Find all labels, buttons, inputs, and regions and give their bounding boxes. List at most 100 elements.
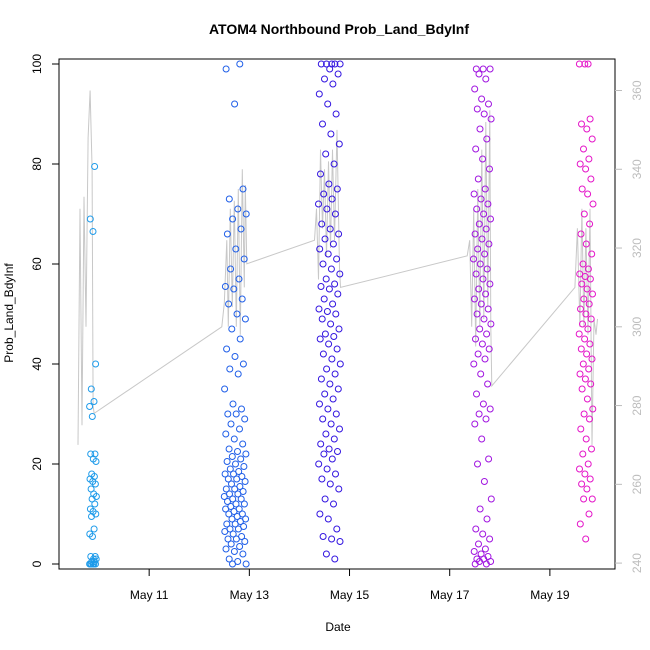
data-point-may13 [221,470,229,478]
data-point-may15 [330,435,338,443]
data-point-may15 [335,140,343,148]
data-point-may18 [473,390,480,398]
data-point-may10 [86,403,94,410]
data-point-may18 [475,220,483,228]
data-point-may18 [478,95,486,103]
data-point-may15 [322,550,330,558]
data-point-may20 [582,240,590,248]
data-point-may15 [333,185,341,193]
data-point-may10 [87,553,95,560]
data-point-may13 [237,455,245,463]
data-point-may18 [472,525,480,533]
data-point-may15 [331,280,339,288]
data-point-may20 [577,425,585,433]
data-point-may20 [579,260,587,268]
data-point-may18 [474,245,482,253]
data-point-may13 [240,255,248,263]
data-point-may18 [485,455,493,463]
data-point-may13 [238,533,246,540]
data-point-may13 [241,478,249,485]
data-point-may13 [235,468,243,475]
data-point-may13 [227,420,235,428]
y-tick-label: 100 [30,54,44,74]
data-point-may13 [229,400,237,408]
data-point-may18 [479,400,487,408]
data-point-may13 [223,458,231,465]
data-point-may15 [335,230,343,238]
data-point-may15 [328,535,336,543]
data-point-may15 [315,305,323,313]
data-point-may18 [486,535,494,543]
data-point-may15 [328,195,336,203]
data-point-may10 [86,530,94,538]
data-point-may15 [330,500,337,508]
data-point-may15 [320,190,328,198]
data-point-may20 [587,380,595,388]
line-layer [77,90,598,445]
data-point-may20 [588,445,595,453]
data-point-may13 [239,440,247,448]
data-point-may13 [236,425,243,433]
data-point-may20 [583,285,591,293]
data-point-may18 [471,85,479,93]
data-point-may15 [319,120,326,128]
data-point-may13 [235,275,243,283]
data-point-may13 [241,538,249,545]
data-point-may18 [475,410,483,418]
data-point-may20 [581,60,589,68]
data-point-may13 [230,435,238,443]
data-point-may18 [484,380,492,388]
data-point-may15 [322,430,330,438]
data-point-may18 [484,200,492,208]
data-point-may20 [580,145,587,153]
data-point-may15 [328,455,336,463]
data-point-may15 [321,330,329,338]
data-point-may20 [586,340,594,348]
data-point-may15 [317,170,324,178]
data-point-may13 [228,453,236,460]
data-point-may13 [222,430,230,438]
chart-title: ATOM4 Northbound Prob_Land_BdyInf [209,21,469,37]
data-point-may13 [238,295,246,303]
data-point-may20 [581,335,589,343]
data-point-may13 [242,450,250,458]
data-point-may13 [239,360,247,368]
data-point-may20 [584,265,592,273]
data-point-may13 [225,300,233,308]
data-point-may18 [485,240,493,248]
data-point-may18 [484,305,492,313]
data-point-may13 [225,195,233,203]
data-point-may13 [222,65,230,73]
data-point-may13 [236,335,244,343]
data-point-may20 [586,115,594,123]
data-point-may20 [585,300,593,308]
data-point-may20 [585,510,593,518]
data-point-may15 [320,295,328,303]
data-point-may13 [240,500,248,508]
data-point-may15 [322,150,330,158]
data-point-may15 [334,385,342,393]
data-point-may15 [318,315,326,323]
data-point-may15 [336,425,343,433]
data-point-may10 [90,525,98,533]
data-point-may10 [91,553,99,560]
data-point-may18 [482,290,490,298]
data-point-may18 [486,165,493,173]
data-point-may13 [228,325,236,333]
x-axis: May 11 May 13 May 15 May 17 May 19 [130,569,570,602]
data-point-may20 [584,460,592,468]
data-point-may13 [225,445,233,453]
data-point-may13 [229,495,237,503]
data-point-may18 [477,370,485,378]
data-point-may18 [479,275,487,283]
data-point-may10 [91,163,99,170]
data-point-may15 [321,390,329,398]
data-point-may20 [577,305,584,313]
data-point-may15 [328,60,336,68]
data-point-may13 [241,415,249,423]
y-tick-label: 60 [30,257,44,271]
data-point-may10 [88,470,96,478]
data-point-may13 [228,480,235,488]
y2-axis: 240 260 280 300 320 340 360 [615,80,644,573]
data-point-may13 [236,60,244,68]
